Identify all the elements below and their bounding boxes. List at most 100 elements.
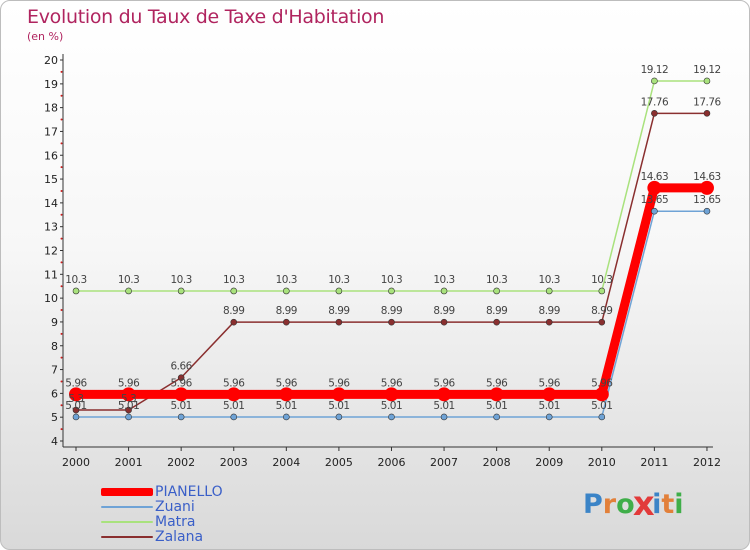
data-point-matra	[651, 77, 658, 85]
data-point-pianello	[279, 387, 294, 402]
data-point-pianello	[647, 180, 662, 195]
x-tick-label: 2010	[588, 456, 616, 469]
data-point-zuani	[177, 413, 185, 421]
y-minor-tick	[60, 428, 63, 431]
chart-data-labels: 5.96 5.96 5.96 5.96 5.96 5.96 5.96 5.96 5.96 5.96…	[65, 64, 722, 412]
logo-letter: t	[661, 489, 675, 520]
y-minor-tick	[60, 332, 63, 335]
data-point-pianello	[542, 387, 557, 402]
data-point-zalana	[283, 318, 290, 326]
logo-letter: P	[583, 489, 603, 520]
data-label: 10.3	[276, 274, 297, 286]
data-point-matra	[125, 287, 132, 295]
data-point-zalana	[125, 406, 132, 414]
y-minor-tick	[60, 261, 63, 264]
data-label: 14.63	[641, 171, 669, 183]
data-label: 5.01	[118, 400, 139, 412]
data-label: 5.96	[65, 377, 87, 389]
data-point-pianello	[69, 387, 83, 402]
data-point-zuani	[335, 413, 343, 421]
data-label: 5.96	[433, 377, 455, 389]
data-point-pianello	[437, 387, 452, 402]
logo-letter: i	[652, 489, 662, 520]
y-tick-label: 10	[44, 292, 58, 305]
data-point-matra	[545, 287, 553, 295]
legend-label: Zuani	[155, 499, 195, 515]
series-line-matra	[75, 80, 708, 292]
data-point-matra	[598, 287, 606, 295]
x-tick-label: 2007	[430, 456, 458, 469]
data-point-zuani	[703, 207, 711, 215]
data-point-zuani	[545, 413, 553, 421]
y-tick-label: 16	[44, 149, 58, 162]
y-tick-label: 19	[44, 78, 58, 91]
x-tick-label: 2004	[272, 456, 300, 469]
data-label: 10.3	[118, 274, 139, 286]
data-label: 5.3	[68, 393, 83, 405]
data-point-zalana	[598, 318, 606, 326]
data-point-pianello	[594, 387, 609, 402]
y-tick-label: 15	[44, 173, 58, 186]
logo-letter: i	[674, 489, 684, 520]
y-tick-label: 4	[51, 435, 58, 448]
y-minor-tick	[60, 142, 63, 145]
x-tick-label: 2012	[693, 456, 721, 469]
y-minor-tick	[60, 309, 63, 312]
legend-swatch	[101, 521, 153, 523]
data-label: 19.12	[693, 64, 721, 76]
data-point-pianello	[489, 387, 504, 402]
data-label: 5.01	[539, 400, 560, 412]
legend-label: Zalana	[155, 529, 204, 545]
y-tick-label: 12	[44, 245, 58, 258]
data-label: 14.63	[693, 171, 721, 183]
data-point-pianello	[384, 387, 399, 402]
data-point-matra	[283, 287, 290, 295]
data-label: 5.3	[121, 393, 136, 405]
y-tick-label: 20	[44, 54, 58, 67]
data-label: 8.99	[328, 305, 349, 317]
data-label: 5.01	[276, 400, 297, 412]
data-label: 5.96	[486, 377, 508, 389]
data-label: 19.12	[641, 64, 669, 76]
data-label: 5.01	[223, 400, 244, 412]
data-label: 10.3	[65, 274, 86, 286]
data-label: 5.01	[433, 400, 454, 412]
data-point-zalana	[493, 318, 500, 326]
data-point-zalana	[388, 318, 395, 326]
data-point-pianello	[331, 387, 346, 402]
y-tick-label: 5	[51, 411, 58, 424]
data-point-pianello	[121, 387, 136, 402]
y-minor-tick	[60, 285, 63, 288]
data-point-pianello	[699, 180, 714, 195]
data-label: 17.76	[693, 96, 721, 108]
data-label: 10.3	[381, 274, 402, 286]
data-label: 5.01	[170, 400, 191, 412]
y-tick-label: 9	[51, 316, 58, 329]
y-minor-tick	[60, 118, 63, 121]
data-point-zuani	[598, 413, 606, 421]
y-tick-label: 7	[51, 364, 58, 377]
y-minor-tick	[60, 404, 63, 407]
y-minor-tick	[60, 213, 63, 216]
data-point-matra	[230, 287, 238, 295]
data-point-zalana	[335, 318, 343, 326]
data-point-pianello	[174, 387, 189, 402]
data-label: 10.3	[539, 274, 560, 286]
y-minor-tick	[60, 189, 63, 192]
y-tick-label: 17	[44, 125, 58, 138]
data-label: 5.96	[591, 377, 613, 389]
data-label: 5.01	[381, 400, 402, 412]
data-label: 10.3	[328, 274, 349, 286]
legend-swatch	[101, 488, 153, 496]
x-tick-label: 2000	[62, 456, 90, 469]
chart-series-points	[69, 77, 714, 421]
data-point-zalana	[651, 110, 658, 117]
data-point-zuani	[125, 413, 132, 421]
data-point-pianello	[226, 387, 241, 402]
data-point-zuani	[72, 413, 80, 421]
data-label: 5.96	[170, 377, 192, 389]
data-point-matra	[493, 287, 500, 295]
data-label: 8.99	[539, 305, 560, 317]
data-point-zalana	[230, 318, 238, 326]
